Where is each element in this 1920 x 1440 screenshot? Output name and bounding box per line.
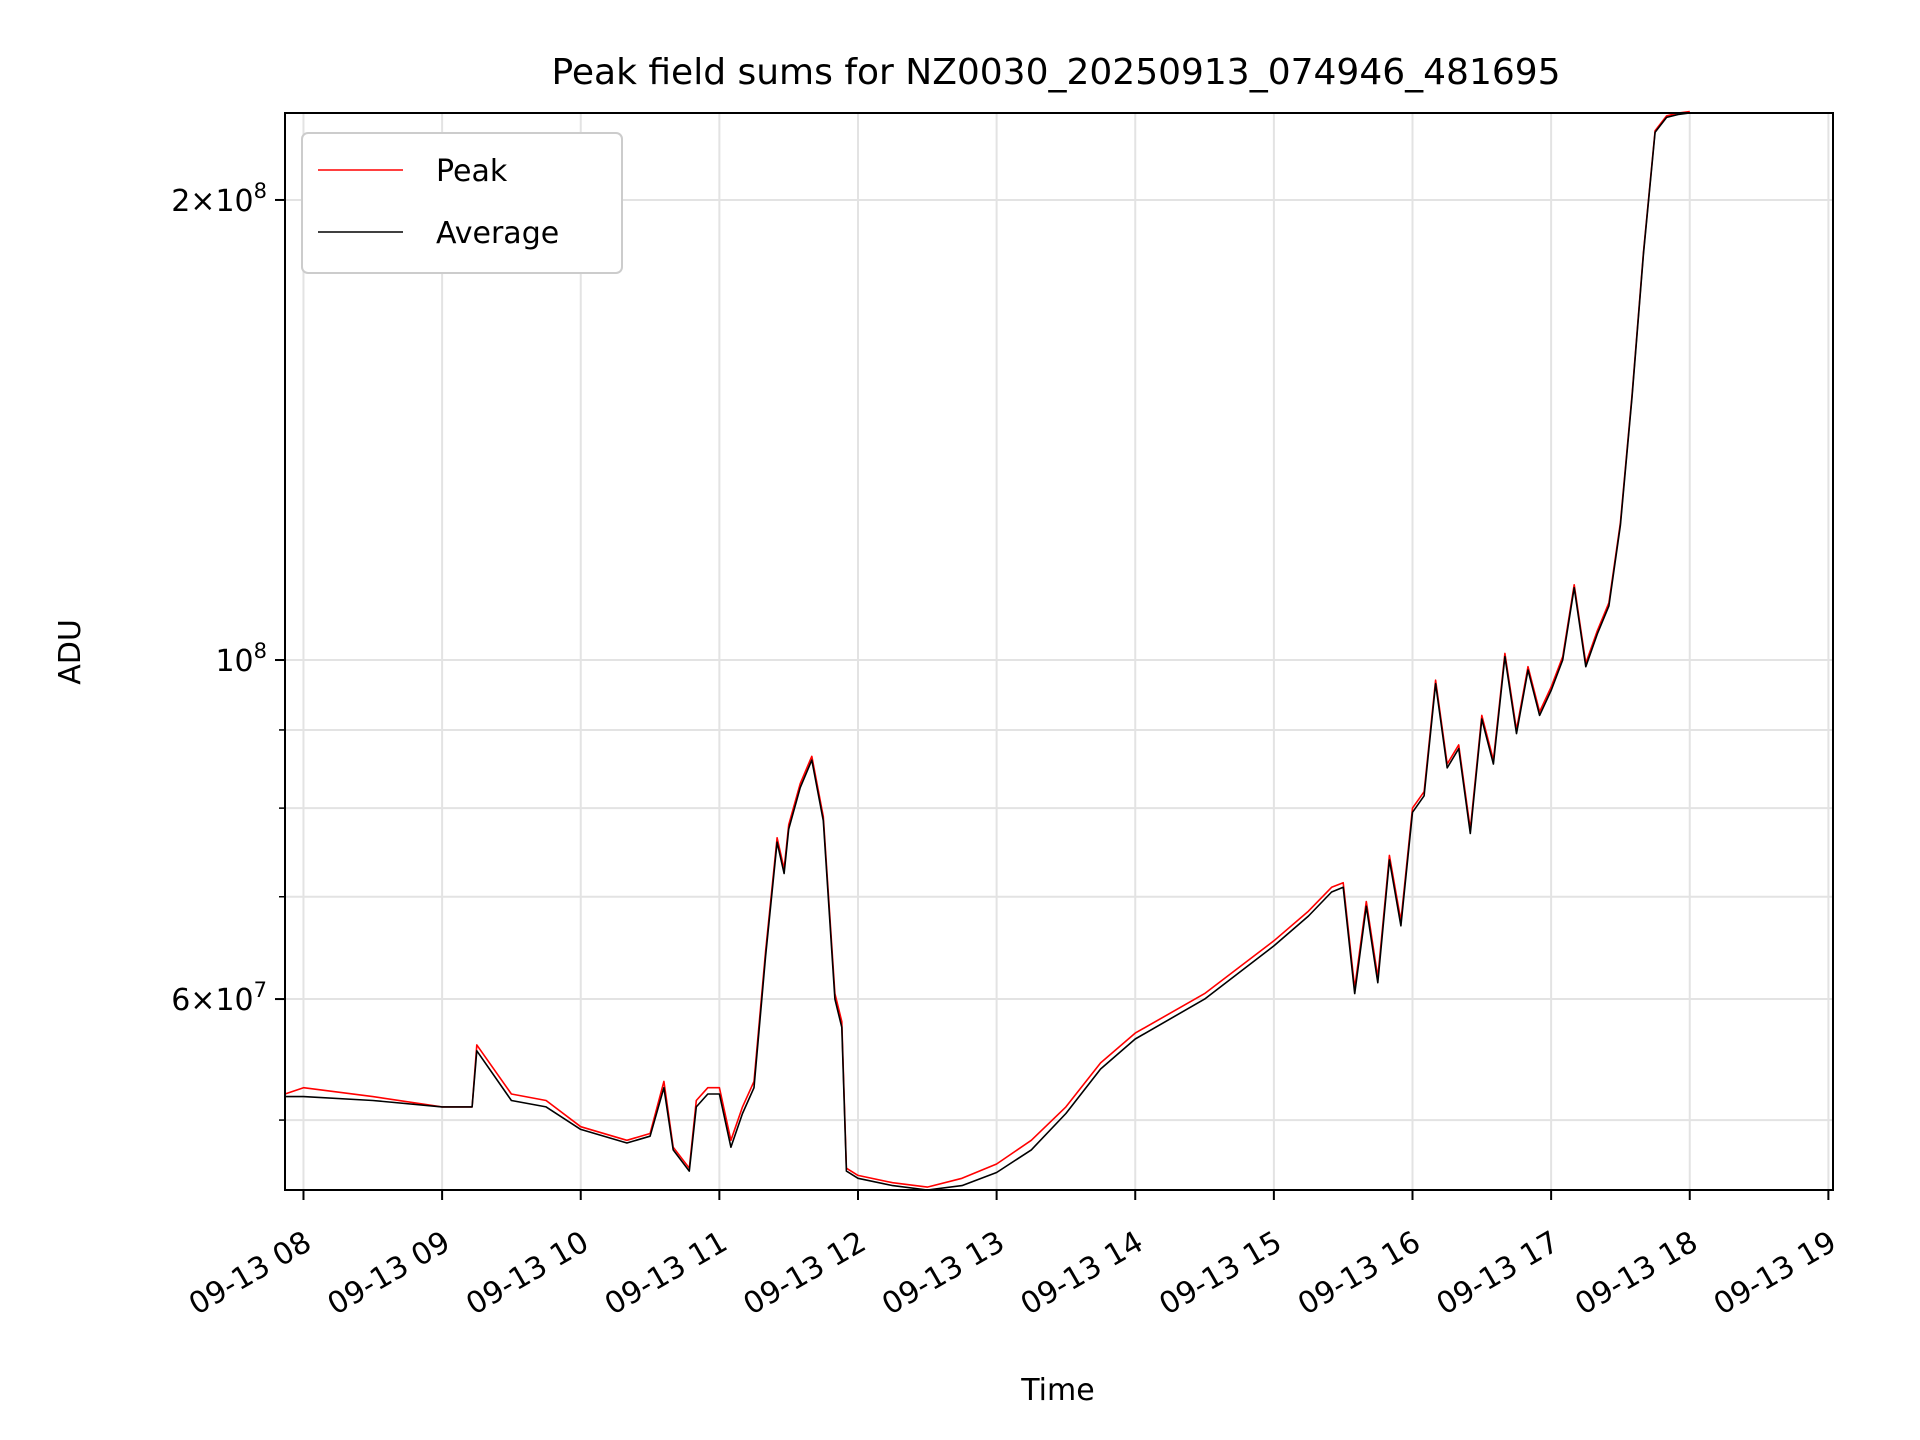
y-tick-label: 2×108	[171, 179, 267, 219]
series-line-peak	[284, 110, 1690, 1188]
y-tick-label: 108	[215, 639, 267, 679]
plot-frame	[284, 112, 1834, 1191]
series-layer	[284, 110, 1690, 1191]
series-line-average	[285, 112, 1690, 1191]
chart-title: Peak field sums for NZ0030_20250913_0749…	[551, 52, 1560, 93]
legend: Peak Average	[301, 132, 623, 274]
y-axis-label: ADU	[53, 619, 88, 685]
y-axis: 6×107 108 2×108	[171, 179, 285, 1121]
legend-box	[301, 132, 623, 274]
x-axis-label: Time	[1020, 1373, 1094, 1408]
legend-label-peak: Peak	[436, 154, 508, 189]
y-tick-label: 6×107	[171, 978, 267, 1018]
legend-label-average: Average	[436, 216, 559, 251]
